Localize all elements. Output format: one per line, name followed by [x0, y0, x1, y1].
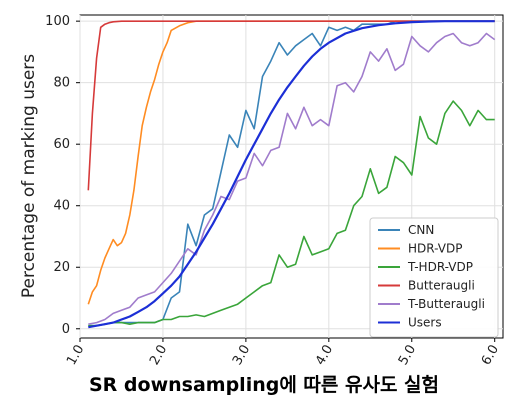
x-tick-label: 2.0 — [147, 343, 170, 368]
legend-label: T-HDR-VDP — [407, 260, 473, 274]
y-tick-label: 60 — [53, 137, 70, 152]
series-line-butteraugli — [87, 20, 495, 191]
x-tick-label: 6.0 — [479, 343, 502, 368]
y-tick-label: 80 — [53, 76, 70, 91]
y-axis-label: Percentage of marking users — [19, 54, 39, 298]
x-tick-label: 5.0 — [396, 343, 419, 368]
legend-label: CNN — [408, 223, 434, 237]
legend-box — [369, 217, 499, 338]
y-tick-label: 20 — [53, 260, 70, 275]
x-tick-label: 3.0 — [230, 343, 253, 368]
y-tick-label: 0 — [62, 322, 70, 337]
legend-label: Users — [408, 316, 442, 330]
y-tick-label: 100 — [45, 14, 70, 29]
legend-label: Butteraugli — [408, 279, 475, 293]
line-chart: 0 20 40 60 80 100 1.0 2.0 3.0 4.0 5.0 6.0 CNN HDR-VD… — [19, 14, 504, 368]
legend-label: HDR-VDP — [408, 242, 462, 256]
x-tick-label: 1.0 — [64, 343, 87, 368]
figure-caption: SR downsampling에 따른 유사도 실험 — [88, 374, 440, 396]
x-tick-label: 4.0 — [313, 343, 336, 368]
series-line-t-hdr-vdp — [88, 100, 495, 327]
series-line-users — [88, 20, 495, 329]
legend-label: T-Butteraugli — [407, 297, 485, 311]
series-line-t-butteraugli — [88, 32, 496, 325]
legend: CNN HDR-VDP T-HDR-VDP Butteraugli T-Butterau… — [369, 217, 499, 338]
series-lines — [87, 20, 496, 329]
y-tick-label: 40 — [53, 199, 70, 214]
